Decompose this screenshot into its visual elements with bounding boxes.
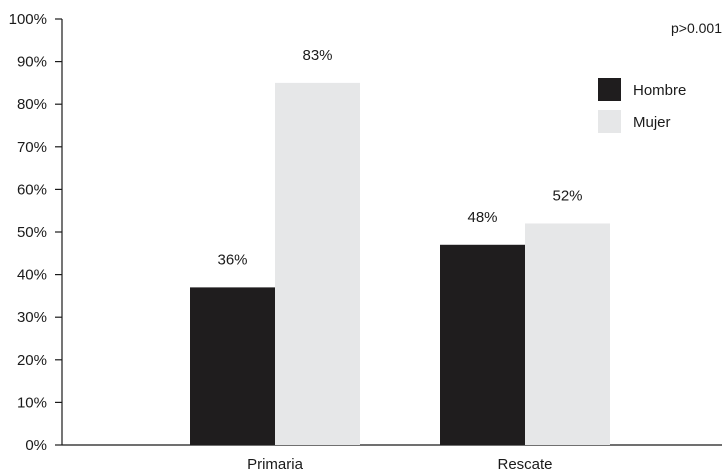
legend-swatch-hombre: [598, 78, 621, 101]
legend: Hombre Mujer: [598, 78, 686, 133]
y-tick-label: 40%: [17, 267, 47, 284]
p-value-annotation: p>0.001: [671, 20, 722, 36]
bars: [190, 82, 610, 446]
axes: [61, 19, 722, 446]
y-tick-label: 70%: [17, 139, 47, 156]
y-tick-label: 100%: [9, 11, 47, 28]
bar-mujer-rescate: [525, 223, 610, 445]
bar-mujer-primaria: [275, 82, 360, 446]
bar-hombre-rescate: [440, 244, 525, 445]
bar-value-label: 83%: [302, 47, 332, 64]
y-tick-label: 0%: [25, 437, 47, 454]
bar-value-label: 36%: [217, 251, 247, 268]
category-label-primaria: Primaria: [247, 456, 303, 472]
y-tick-label: 60%: [17, 181, 47, 198]
legend-swatch-mujer: [598, 110, 621, 133]
legend-label-hombre: Hombre: [633, 82, 686, 99]
y-ticks: 0% 10% 20% 30% 40% 50% 60% 70% 80% 90% 100%: [9, 11, 62, 454]
bar-value-label: 52%: [552, 187, 582, 204]
bar-value-label: 48%: [467, 209, 497, 226]
y-tick-label: 90%: [17, 54, 47, 71]
bar-hombre-primaria: [190, 287, 275, 445]
category-labels: Primaria Rescate: [247, 456, 552, 472]
legend-label-mujer: Mujer: [633, 114, 671, 131]
y-tick-label: 50%: [17, 224, 47, 241]
y-tick-label: 80%: [17, 96, 47, 113]
y-tick-label: 20%: [17, 352, 47, 369]
y-tick-label: 10%: [17, 394, 47, 411]
category-label-rescate: Rescate: [497, 456, 552, 472]
y-tick-label: 30%: [17, 309, 47, 326]
bar-labels: 36% 83% 48% 52%: [217, 47, 582, 268]
